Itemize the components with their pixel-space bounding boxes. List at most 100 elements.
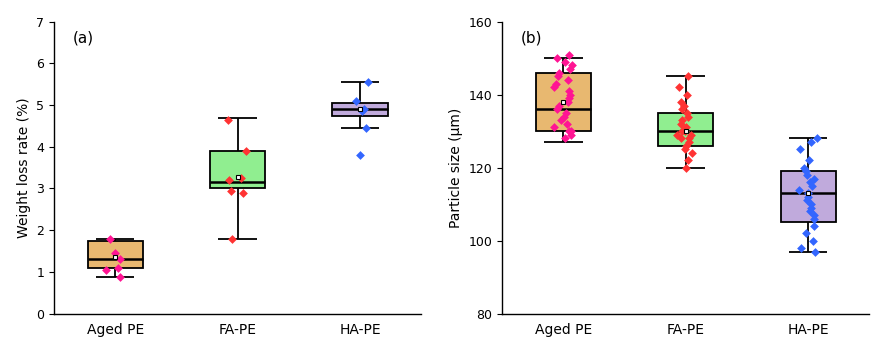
Point — [558, 136, 572, 141]
Point — [806, 176, 820, 181]
Point — [806, 212, 820, 218]
Point — [548, 81, 563, 86]
Bar — [210, 151, 265, 188]
Point — [359, 125, 373, 131]
Point — [684, 132, 698, 138]
Point — [221, 117, 235, 122]
Point — [674, 121, 688, 127]
Point — [806, 223, 820, 229]
Point — [224, 188, 238, 193]
Point — [679, 165, 693, 171]
Point — [113, 274, 128, 280]
Point — [355, 109, 369, 114]
Point — [798, 169, 812, 174]
Point — [675, 118, 689, 123]
Point — [797, 165, 812, 171]
Point — [224, 236, 238, 242]
Point — [562, 96, 576, 101]
Y-axis label: Particle size (μm): Particle size (μm) — [449, 108, 463, 228]
Point — [111, 265, 125, 270]
Bar — [658, 113, 713, 146]
Point — [792, 187, 806, 192]
Point — [563, 128, 577, 134]
Point — [550, 55, 564, 61]
Point — [557, 59, 571, 65]
Bar — [332, 103, 387, 115]
Point — [804, 205, 819, 211]
Bar — [536, 73, 591, 131]
Point — [563, 92, 578, 97]
Point — [685, 150, 699, 156]
Point — [674, 99, 688, 105]
Point — [349, 98, 363, 104]
Point — [803, 209, 817, 214]
Text: (a): (a) — [73, 30, 93, 45]
Point — [793, 147, 807, 152]
Point — [805, 183, 820, 189]
Bar — [781, 171, 835, 222]
Point — [679, 143, 693, 149]
Point — [677, 103, 691, 108]
Point — [810, 136, 824, 141]
Point — [113, 257, 127, 262]
Point — [682, 139, 696, 145]
Point — [108, 250, 122, 256]
Point — [361, 79, 376, 85]
Point — [680, 110, 694, 116]
Point — [551, 70, 565, 76]
Point — [801, 194, 815, 200]
Bar — [88, 241, 143, 268]
Point — [675, 128, 689, 134]
Point — [805, 238, 820, 244]
Point — [236, 191, 250, 196]
Point — [795, 245, 809, 251]
Point — [678, 147, 692, 152]
Point — [804, 179, 818, 185]
Point — [559, 110, 573, 116]
Point — [550, 107, 564, 112]
Point — [681, 136, 696, 141]
Point — [565, 63, 579, 68]
Point — [801, 190, 815, 196]
Point — [680, 74, 695, 79]
Point — [234, 175, 248, 181]
Point — [556, 114, 571, 119]
Point — [239, 148, 253, 154]
Point — [800, 172, 814, 178]
Point — [563, 128, 578, 134]
Point — [354, 152, 368, 158]
Point — [98, 267, 113, 273]
Point — [103, 236, 117, 242]
Point — [554, 118, 568, 123]
Point — [562, 52, 576, 57]
Point — [562, 88, 576, 94]
Point — [799, 198, 813, 203]
Point — [560, 121, 574, 127]
Point — [680, 92, 695, 97]
Point — [561, 99, 575, 105]
Point — [807, 216, 821, 222]
Point — [357, 107, 371, 112]
Point — [681, 114, 696, 119]
Point — [679, 125, 693, 130]
Point — [799, 230, 813, 236]
Point — [672, 85, 686, 90]
Point — [681, 158, 696, 163]
Point — [670, 132, 684, 138]
Point — [222, 177, 237, 183]
Point — [804, 139, 818, 145]
Point — [548, 125, 562, 130]
Point — [804, 201, 818, 207]
Point — [807, 249, 821, 255]
Point — [674, 136, 688, 141]
Point — [564, 132, 579, 138]
Point — [552, 103, 566, 108]
Y-axis label: Weight loss rate (%): Weight loss rate (%) — [17, 97, 31, 238]
Point — [548, 85, 562, 90]
Point — [679, 128, 693, 134]
Point — [561, 77, 575, 83]
Text: (b): (b) — [520, 30, 542, 45]
Point — [802, 158, 816, 163]
Point — [563, 66, 578, 72]
Point — [551, 74, 565, 79]
